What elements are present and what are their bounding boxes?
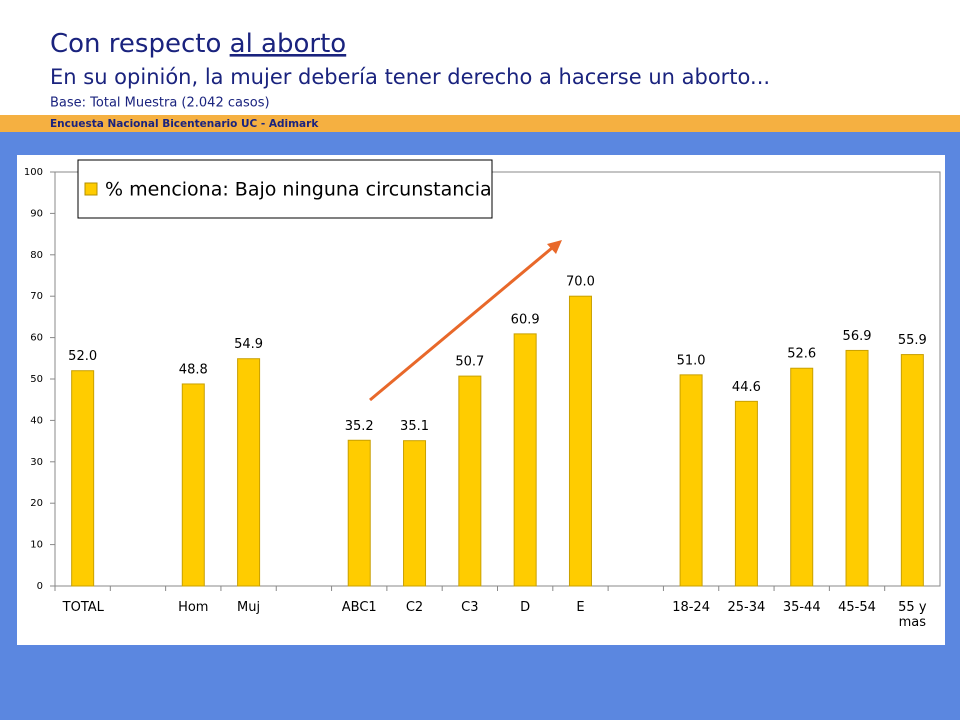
data-label: 50.7 bbox=[455, 355, 484, 370]
x-tick-frame: 45-54 bbox=[838, 600, 876, 615]
bar bbox=[679, 374, 703, 587]
x-tick-frame: 35-44 bbox=[782, 600, 821, 615]
x-tick-frame: D bbox=[520, 600, 531, 615]
data-label: 55.9 bbox=[898, 333, 927, 348]
banner-text: Encuesta Nacional Bicentenario UC - Adim… bbox=[50, 118, 319, 130]
y-tick-label: 30 bbox=[30, 457, 43, 468]
data-label: 35.1 bbox=[400, 419, 429, 434]
x-tick-label: ABC1 bbox=[341, 600, 377, 615]
base-note: Base: Total Muestra (2.042 casos) bbox=[50, 96, 270, 111]
bar bbox=[347, 439, 371, 587]
x-tick-label: 18-24 bbox=[672, 600, 710, 615]
x-tick-label: C3 bbox=[461, 600, 479, 615]
bar bbox=[403, 440, 427, 587]
x-tick-label: 55 y mas bbox=[898, 600, 927, 630]
bar bbox=[900, 354, 924, 587]
title-underlined: al aborto bbox=[230, 29, 347, 59]
bar bbox=[568, 295, 592, 587]
y-tick-label: 100 bbox=[24, 167, 43, 178]
x-tick-label: 25-34 bbox=[727, 600, 766, 615]
bar bbox=[71, 370, 95, 587]
trend-arrow bbox=[369, 246, 553, 402]
x-tick-label: Muj bbox=[237, 600, 261, 615]
data-label: 48.8 bbox=[179, 362, 208, 377]
title: Con respecto al aborto bbox=[50, 29, 346, 59]
banner-bar bbox=[0, 115, 960, 132]
data-label: 35.2 bbox=[345, 419, 374, 434]
x-tick-label: 45-54 bbox=[838, 600, 876, 615]
x-tick-label: E bbox=[576, 600, 585, 615]
data-label: 56.9 bbox=[843, 329, 872, 344]
y-tick-label: 80 bbox=[30, 250, 43, 261]
data-label: 54.9 bbox=[234, 337, 263, 352]
y-tick-label: 60 bbox=[30, 333, 43, 344]
y-tick-label: 40 bbox=[30, 415, 43, 426]
arrow-head bbox=[547, 240, 562, 254]
subtitle: En su opinión, la mujer debería tener de… bbox=[50, 65, 770, 89]
x-tick-label: TOTAL bbox=[62, 600, 104, 615]
bar bbox=[845, 349, 869, 587]
data-label: 70.0 bbox=[566, 275, 595, 290]
title-start: Con respecto bbox=[50, 29, 230, 59]
legend-box bbox=[77, 159, 493, 219]
x-tick-frame: 25-34 bbox=[727, 600, 766, 615]
data-label: 44.6 bbox=[732, 380, 761, 395]
x-tick-frame: C2 bbox=[405, 600, 424, 615]
x-tick-frame: 55 y mas bbox=[898, 600, 927, 630]
y-tick-label: 10 bbox=[30, 540, 43, 551]
x-tick-label: 35-44 bbox=[782, 600, 821, 615]
bar bbox=[458, 375, 482, 587]
bar bbox=[181, 383, 205, 587]
x-tick-frame: C3 bbox=[461, 600, 479, 615]
x-tick-label: Hom bbox=[178, 600, 209, 615]
data-label: 60.9 bbox=[511, 312, 540, 327]
data-label: 52.6 bbox=[787, 347, 816, 362]
y-tick-label: 50 bbox=[30, 374, 43, 385]
bar bbox=[734, 400, 758, 587]
data-label: 52.0 bbox=[68, 349, 97, 364]
y-tick-label: 90 bbox=[30, 208, 43, 219]
bar bbox=[513, 333, 537, 587]
x-tick-frame: 18-24 bbox=[672, 600, 710, 615]
bar bbox=[790, 367, 814, 587]
x-tick-frame: Hom bbox=[178, 600, 209, 615]
x-tick-frame: TOTAL bbox=[62, 600, 104, 615]
bar bbox=[237, 358, 261, 587]
x-tick-label: D bbox=[520, 600, 531, 615]
legend-label: % menciona: Bajo ninguna circunstancia bbox=[105, 179, 492, 201]
x-tick-label: C2 bbox=[405, 600, 424, 615]
y-tick-label: 70 bbox=[30, 291, 43, 302]
y-tick-label: 0 bbox=[37, 581, 43, 592]
x-tick-frame: ABC1 bbox=[341, 600, 377, 615]
y-tick-label: 20 bbox=[30, 498, 43, 509]
legend-swatch bbox=[84, 182, 98, 196]
x-tick-frame: Muj bbox=[237, 600, 261, 615]
x-tick-frame: E bbox=[576, 600, 585, 615]
data-label: 51.0 bbox=[677, 353, 706, 368]
